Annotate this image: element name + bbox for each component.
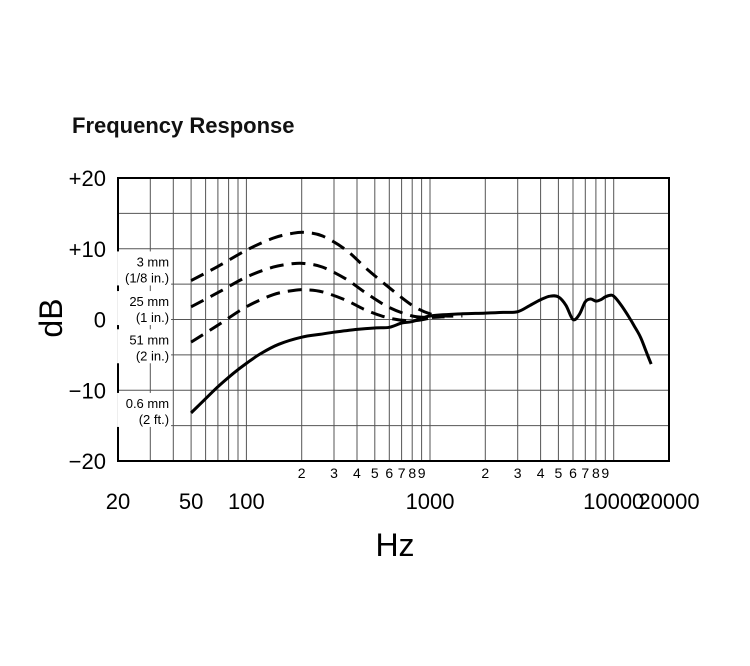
- series-label: 51 mm: [129, 332, 169, 347]
- x-minor-tick-label: 3: [330, 465, 338, 481]
- series-label: (2 in.): [136, 348, 169, 363]
- x-minor-tick-label: 7: [398, 465, 406, 481]
- series-label-bg: [117, 392, 172, 427]
- chart-title: Frequency Response: [72, 113, 295, 138]
- series-label-bg: [117, 251, 172, 286]
- y-tick-label: −20: [69, 449, 106, 474]
- x-minor-tick-label: 6: [385, 465, 393, 481]
- series-label: 25 mm: [129, 294, 169, 309]
- series-label: 3 mm: [137, 254, 170, 269]
- y-tick-label: −10: [69, 378, 106, 403]
- grid: [118, 178, 669, 461]
- x-minor-tick-label: 2: [298, 465, 306, 481]
- x-major-tick-label: 100: [228, 489, 265, 514]
- series-label: (1/8 in.): [125, 270, 169, 285]
- x-minor-tick-label: 8: [408, 465, 416, 481]
- series-layer: [190, 230, 653, 414]
- x-minor-tick-label: 7: [581, 465, 589, 481]
- y-axis-label: dB: [33, 298, 69, 337]
- x-minor-tick-label: 9: [418, 465, 426, 481]
- x-minor-tick-label: 3: [514, 465, 522, 481]
- series-line-0: [190, 230, 463, 318]
- x-minor-tick-label: 4: [537, 465, 545, 481]
- x-major-tick-label: 20: [106, 489, 130, 514]
- series-label: (2 ft.): [139, 412, 169, 427]
- x-major-tick-label: 1000: [406, 489, 455, 514]
- series-line-2: [190, 288, 431, 344]
- y-tick-label: +10: [69, 237, 106, 262]
- y-tick-label: +20: [69, 166, 106, 191]
- series-labels: 3 mm(1/8 in.) 25 mm(1 in.) 51 mm(2 in.) 0.6…: [117, 251, 172, 427]
- y-tick-labels: +20 +10 0 −10 −20: [69, 166, 106, 474]
- series-label-bg: [117, 291, 172, 326]
- series-line-3: [190, 293, 653, 414]
- x-minor-tick-label: 5: [371, 465, 379, 481]
- x-minor-tick-label: 9: [601, 465, 609, 481]
- x-minor-tick-label: 2: [481, 465, 489, 481]
- x-major-tick-label: 10000: [583, 489, 644, 514]
- series-line-1: [190, 261, 445, 319]
- x-major-tick-label: 20000: [638, 489, 699, 514]
- series-label-bg: [117, 329, 172, 364]
- x-minor-tick-label: 8: [592, 465, 600, 481]
- series-label: 0.6 mm: [126, 396, 169, 411]
- x-minor-tick-label: 5: [555, 465, 563, 481]
- series-label: (1 in.): [136, 310, 169, 325]
- x-minor-tick-label: 4: [353, 465, 361, 481]
- y-tick-label: 0: [94, 308, 106, 333]
- x-axis-label: Hz: [375, 527, 414, 563]
- x-major-tick-label: 50: [179, 489, 203, 514]
- x-minor-tick-label: 6: [569, 465, 577, 481]
